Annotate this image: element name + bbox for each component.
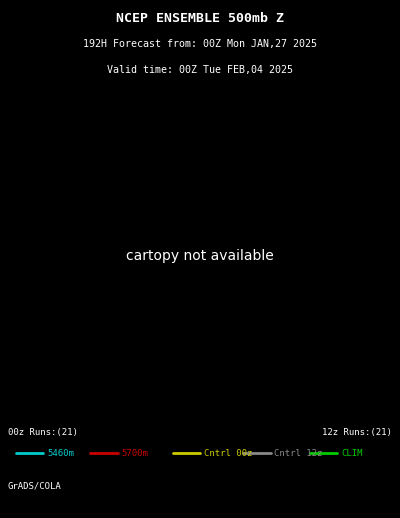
- Text: cartopy not available: cartopy not available: [126, 249, 274, 264]
- Text: NCEP ENSEMBLE 500mb Z: NCEP ENSEMBLE 500mb Z: [116, 12, 284, 25]
- Text: 12z Runs:(21): 12z Runs:(21): [322, 428, 392, 437]
- Text: 00z Runs:(21): 00z Runs:(21): [8, 428, 78, 437]
- Text: 5460m: 5460m: [47, 449, 74, 458]
- Text: Valid time: 00Z Tue FEB,04 2025: Valid time: 00Z Tue FEB,04 2025: [107, 65, 293, 75]
- Text: GrADS/COLA: GrADS/COLA: [8, 482, 62, 491]
- Text: 5700m: 5700m: [122, 449, 148, 458]
- Text: Cntrl 12z: Cntrl 12z: [274, 449, 323, 458]
- Text: 192H Forecast from: 00Z Mon JAN,27 2025: 192H Forecast from: 00Z Mon JAN,27 2025: [83, 39, 317, 49]
- Text: CLIM: CLIM: [341, 449, 363, 458]
- Text: Cntrl 00z: Cntrl 00z: [204, 449, 252, 458]
